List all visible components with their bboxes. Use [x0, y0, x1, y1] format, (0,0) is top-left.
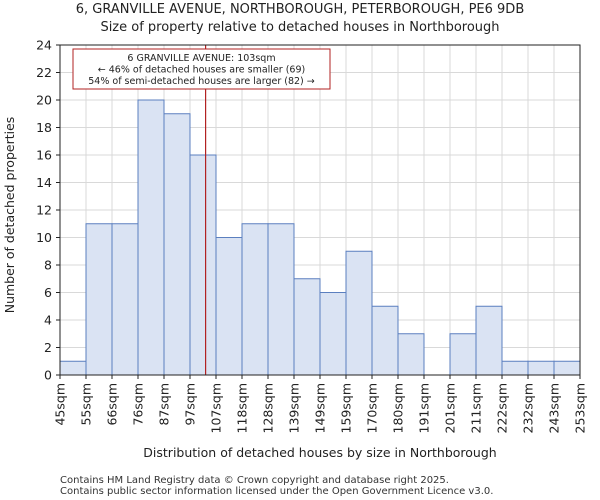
x-tick-label: 201sqm [443, 383, 458, 433]
y-tick-label: 10 [36, 230, 52, 245]
x-tick-label: 222sqm [495, 383, 510, 433]
y-tick-label: 22 [36, 65, 52, 80]
x-tick-label: 55sqm [79, 383, 94, 426]
x-axis-ticks: 45sqm 55sqm 66sqm 76sqm 87sqm 97sqm 107sqm 118s… [53, 375, 588, 433]
y-tick-label: 2 [44, 340, 52, 355]
bar [137, 99, 165, 376]
bar [501, 360, 529, 376]
bar [241, 223, 269, 376]
annotation-line: 54% of semi-detached houses are larger (… [88, 76, 315, 87]
x-tick-label: 191sqm [417, 383, 432, 433]
x-tick-label: 253sqm [573, 383, 588, 433]
x-tick-label: 97sqm [183, 383, 198, 426]
y-tick-label: 24 [36, 38, 52, 53]
bar [189, 154, 217, 376]
y-tick-label: 6 [44, 285, 52, 300]
bar [553, 360, 581, 376]
x-tick-label: 87sqm [157, 383, 172, 426]
x-tick-label: 159sqm [339, 383, 354, 433]
x-axis-label: Distribution of detached houses by size … [143, 445, 496, 460]
y-axis-label: Number of detached properties [2, 117, 17, 314]
marker-group: 6 GRANVILLE AVENUE: 103sqm← 46% of detac… [72, 45, 331, 375]
x-tick-label: 128sqm [261, 383, 276, 433]
y-tick-label: 16 [36, 148, 52, 163]
footer-line-1: Contains HM Land Registry data © Crown c… [60, 475, 449, 486]
bar [345, 250, 373, 376]
bar [111, 223, 139, 376]
bar [215, 237, 243, 376]
chart-subtitle: Size of property relative to detached ho… [100, 20, 499, 35]
y-tick-label: 20 [36, 93, 52, 108]
x-tick-label: 180sqm [391, 383, 406, 433]
bar [397, 333, 425, 376]
x-tick-label: 243sqm [547, 383, 562, 433]
bar [85, 223, 113, 376]
bar [527, 360, 555, 376]
annotation-line: 6 GRANVILLE AVENUE: 103sqm [127, 53, 275, 64]
bar [267, 223, 295, 376]
bar [449, 333, 477, 376]
bar [293, 278, 321, 376]
y-tick-label: 14 [36, 175, 52, 190]
x-tick-label: 45sqm [53, 383, 68, 426]
bar [475, 305, 503, 376]
x-tick-label: 66sqm [105, 383, 120, 426]
bar [59, 360, 87, 376]
y-tick-label: 0 [44, 368, 52, 383]
annotation-box [72, 48, 331, 90]
bars [59, 99, 581, 376]
x-tick-label: 232sqm [521, 383, 536, 433]
y-tick-label: 4 [44, 313, 52, 328]
x-tick-label: 170sqm [365, 383, 380, 433]
y-tick-label: 8 [44, 258, 52, 273]
chart-title: 6, GRANVILLE AVENUE, NORTHBOROUGH, PETER… [76, 2, 524, 17]
bar [371, 305, 399, 376]
x-tick-label: 149sqm [313, 383, 328, 433]
x-tick-label: 139sqm [287, 383, 302, 433]
y-tick-label: 18 [36, 120, 52, 135]
bar [163, 113, 191, 376]
x-tick-label: 211sqm [469, 383, 484, 433]
y-tick-label: 12 [36, 203, 52, 218]
x-tick-label: 118sqm [235, 383, 250, 433]
x-tick-label: 76sqm [131, 383, 146, 426]
footer-line-2: Contains public sector information licen… [60, 486, 493, 497]
x-tick-label: 107sqm [209, 383, 224, 433]
annotation-line: ← 46% of detached houses are smaller (69… [98, 65, 305, 76]
bar [319, 292, 347, 376]
